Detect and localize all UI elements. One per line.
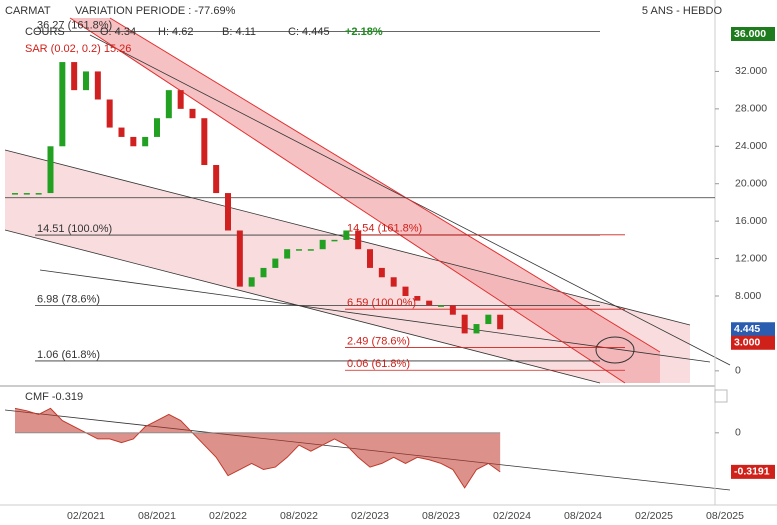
candle xyxy=(71,62,78,91)
candle xyxy=(12,193,18,195)
price-label: 3.000 xyxy=(734,337,760,349)
y-tick-label: 28.000 xyxy=(735,103,767,115)
panel-button[interactable] xyxy=(714,389,728,403)
y-tick-label: 32.000 xyxy=(735,65,767,77)
x-tick-label: 02/2023 xyxy=(351,510,389,522)
candle xyxy=(284,249,291,259)
candle xyxy=(23,193,30,195)
cmf-title: CMF -0.319 xyxy=(25,391,83,403)
candle xyxy=(35,193,42,195)
x-tick-label: 08/2021 xyxy=(138,510,176,522)
x-tick-label: 02/2021 xyxy=(67,510,105,522)
candle xyxy=(426,300,433,306)
y-tick-label: 16.000 xyxy=(735,215,767,227)
fib-label: 2.49 (78.6%) xyxy=(347,335,410,347)
candle xyxy=(83,71,89,91)
price-badge xyxy=(731,335,775,350)
price-badge xyxy=(731,464,775,479)
y-tick-label: 24.000 xyxy=(735,140,767,152)
title: CARMAT xyxy=(5,5,51,17)
candle xyxy=(355,230,362,250)
candle xyxy=(177,90,184,109)
fib-label: 6.98 (78.6%) xyxy=(37,293,100,305)
circle xyxy=(595,336,635,364)
cmf-area xyxy=(15,408,501,488)
candle xyxy=(189,108,196,119)
candle xyxy=(485,314,492,325)
candle xyxy=(130,136,137,147)
candle xyxy=(59,62,66,147)
candle xyxy=(272,258,279,268)
candle xyxy=(390,277,397,287)
fib-label: 6.59 (100.0%) xyxy=(347,297,416,309)
x-tick-label: 08/2023 xyxy=(422,510,460,522)
cmf-line xyxy=(14,407,501,489)
candle xyxy=(473,324,480,334)
price-label: 4.445 xyxy=(734,323,760,335)
y-tick-label: 8.000 xyxy=(735,290,761,302)
candle xyxy=(94,71,101,100)
candle xyxy=(296,249,302,251)
y-tick-label: 12.000 xyxy=(735,252,767,264)
period: 5 ANS - HEBDO xyxy=(642,5,723,17)
candle xyxy=(438,305,444,307)
variation: VARIATION PERIODE : -77.69% xyxy=(75,5,236,17)
red-lines xyxy=(69,17,661,384)
fib-label: 36.27 (161.8%) xyxy=(37,19,112,31)
candle xyxy=(47,146,54,194)
x-tick-label: 08/2022 xyxy=(280,510,318,522)
fib-label: 0.06 (61.8%) xyxy=(347,358,410,370)
candle xyxy=(225,193,231,231)
candle xyxy=(402,286,409,296)
channel xyxy=(70,18,660,383)
info: O: 4.34 xyxy=(100,26,136,38)
price-badge xyxy=(731,27,775,42)
legend: COURS xyxy=(25,26,65,38)
candle xyxy=(260,267,267,278)
candle xyxy=(213,164,220,194)
channel xyxy=(5,150,690,383)
indicator: SAR (0.02, 0.2) 15.26 xyxy=(25,43,131,55)
candle xyxy=(414,295,421,301)
candle xyxy=(154,118,160,137)
candle xyxy=(165,90,172,119)
fib-label: 14.51 (100.0%) xyxy=(37,223,112,235)
info: H: 4.62 xyxy=(158,26,193,38)
y-tick-label: 0 xyxy=(735,365,741,377)
candle xyxy=(201,118,208,165)
candle xyxy=(497,314,504,330)
price-label: -0.3191 xyxy=(734,466,770,478)
candle xyxy=(307,249,314,251)
candle xyxy=(461,314,468,334)
candle xyxy=(331,239,338,242)
info: +2.18% xyxy=(345,26,383,38)
x-tick-label: 02/2022 xyxy=(209,510,247,522)
candle xyxy=(236,230,243,287)
price-badge xyxy=(731,322,775,337)
candle xyxy=(118,127,125,137)
candle xyxy=(142,136,149,147)
candle xyxy=(378,267,385,278)
fib-label: 1.06 (61.8%) xyxy=(37,349,100,361)
price-label: 36.000 xyxy=(734,28,766,40)
fib-label: 14.54 (161.8%) xyxy=(347,223,422,235)
x-tick-label: 02/2024 xyxy=(493,510,531,522)
info: C: 4.445 xyxy=(288,26,330,38)
x-tick-label: 08/2025 xyxy=(706,510,744,522)
y-tick-label: 20.000 xyxy=(735,177,767,189)
candle xyxy=(367,249,373,268)
y-tick-label: 0 xyxy=(735,427,741,439)
candle xyxy=(248,277,255,287)
candle xyxy=(449,305,456,315)
candle xyxy=(106,99,113,128)
x-tick-label: 08/2024 xyxy=(564,510,602,522)
x-tick-label: 02/2025 xyxy=(635,510,673,522)
candle xyxy=(343,230,350,240)
candle xyxy=(319,239,326,250)
info: B: 4.11 xyxy=(222,26,256,38)
